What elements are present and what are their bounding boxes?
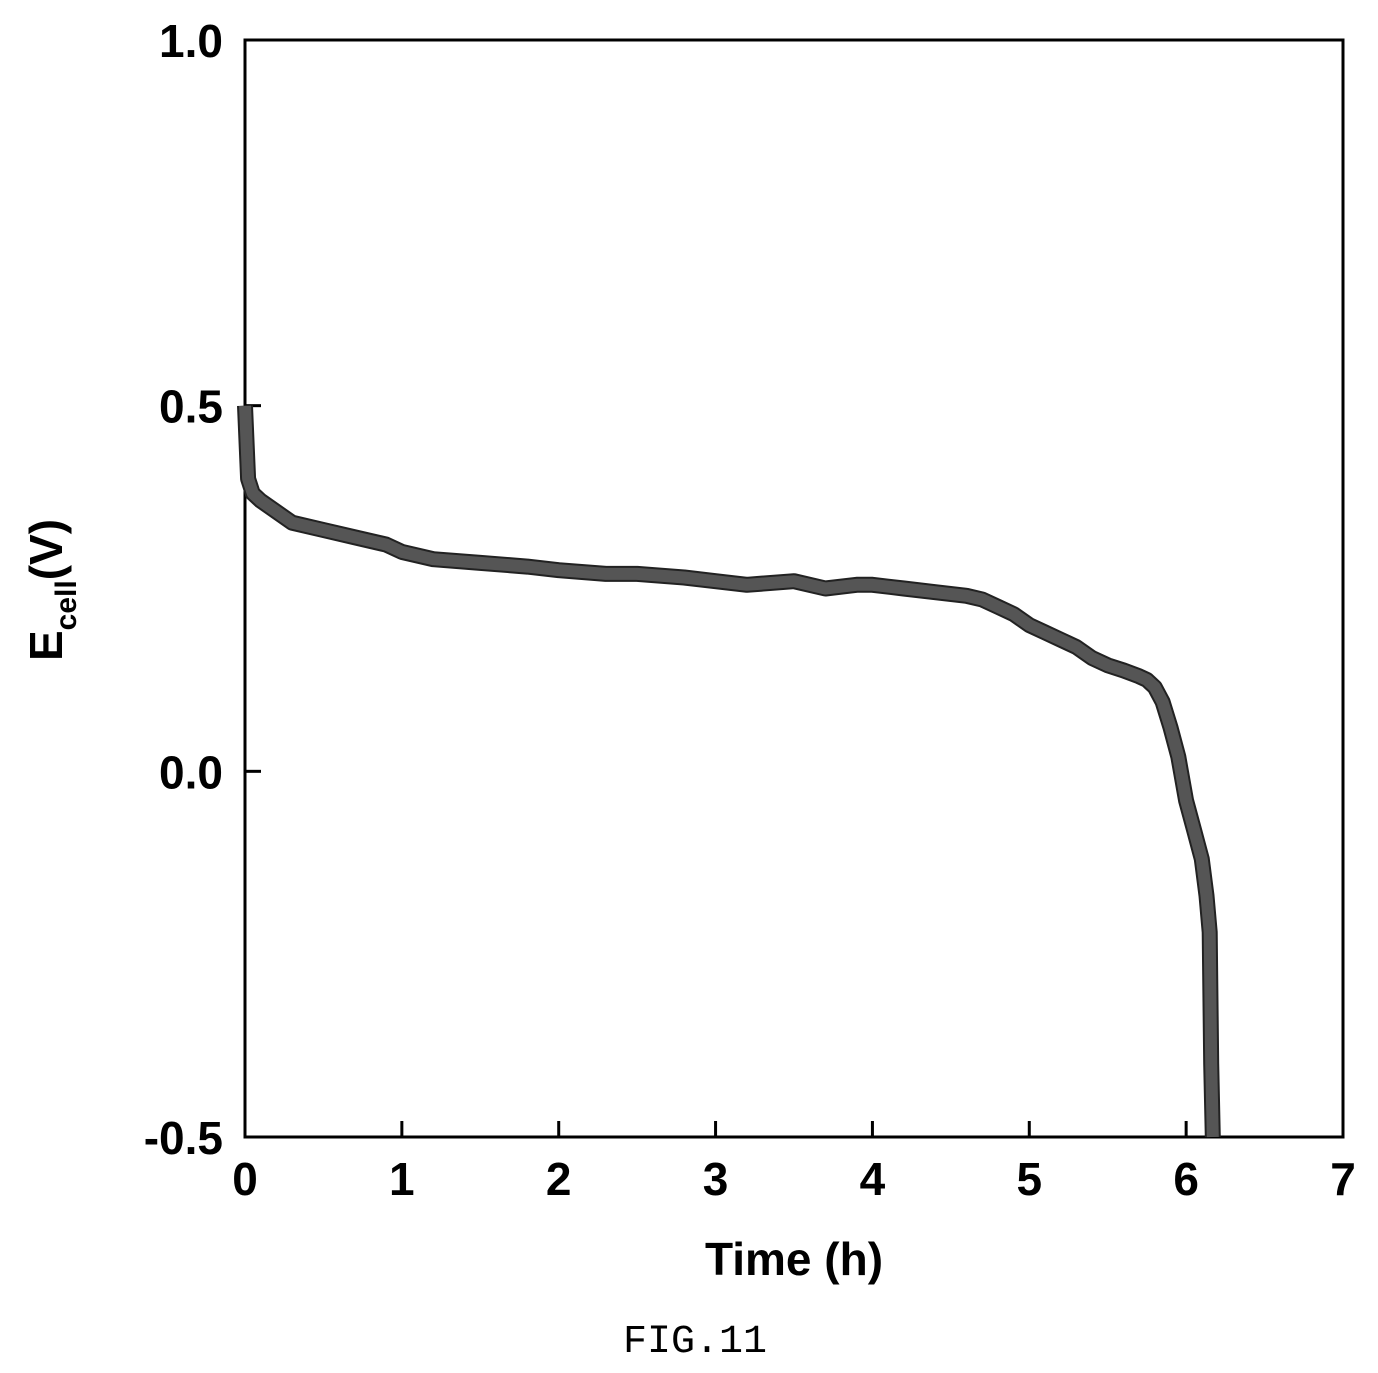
plot-area: 0 1 2 3 4 5 6 7 -0.5 0.0 0.5 1.0 [144, 15, 1356, 1205]
series-outline-0 [245, 406, 1213, 1137]
series-layer [245, 406, 1213, 1137]
x-tick-label-4: 4 [860, 1153, 886, 1205]
y-tick-label-1: 0.0 [159, 746, 223, 798]
x-tick-label-5: 5 [1016, 1153, 1042, 1205]
x-tick-label-6: 6 [1173, 1153, 1199, 1205]
y-tick-label-0: -0.5 [144, 1112, 223, 1164]
figure-caption: FIG.11 [623, 1320, 767, 1365]
svg-text:Ecell(V): Ecell(V) [20, 519, 83, 661]
y-axis-title-suffix: (V) [20, 519, 72, 580]
y-axis-title-main: E [20, 630, 72, 661]
x-axis-ticks: 0 1 2 3 4 5 6 7 [232, 1121, 1356, 1205]
y-axis-title: Ecell(V) [20, 519, 83, 661]
x-tick-label-1: 1 [389, 1153, 415, 1205]
x-tick-label-3: 3 [703, 1153, 729, 1205]
y-tick-label-3: 1.0 [159, 15, 223, 67]
y-axis-ticks: -0.5 0.0 0.5 1.0 [144, 15, 261, 1164]
x-axis-title: Time (h) [705, 1233, 883, 1285]
x-tick-label-0: 0 [232, 1153, 258, 1205]
series-line-0 [245, 406, 1213, 1137]
x-tick-label-7: 7 [1330, 1153, 1356, 1205]
x-tick-label-2: 2 [546, 1153, 572, 1205]
y-tick-label-2: 0.5 [159, 381, 223, 433]
y-axis-title-subscript: cell [50, 580, 83, 630]
